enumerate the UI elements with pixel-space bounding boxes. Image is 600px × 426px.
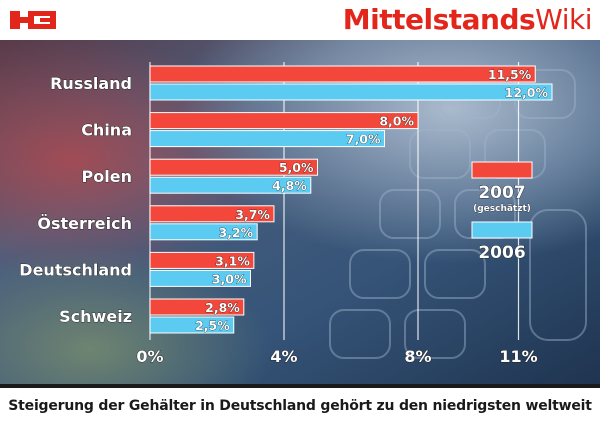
bar-value-label: 3,2% (219, 225, 254, 240)
logo-icon (10, 11, 56, 29)
bar-value-label: 2,5% (195, 318, 230, 333)
bar-2007-china (149, 112, 419, 130)
bar-2006-polen (149, 176, 312, 194)
bar-2006-russland (149, 83, 553, 101)
bar-2007-österreich (149, 205, 275, 223)
x-tick-label: 4% (270, 347, 297, 366)
header: MittelstandsWiki (0, 0, 600, 40)
brand-part-1: Mittelstands (342, 3, 536, 36)
legend-label-2006: 2006 (478, 243, 525, 263)
grid-lines (149, 62, 520, 340)
bar-2007-russland (149, 65, 536, 83)
bar-value-label: 4,8% (272, 178, 307, 193)
legend: 2007(geschätzt) 2006 (471, 161, 533, 263)
category-label: Österreich (37, 214, 132, 233)
bar-2006-österreich (149, 223, 258, 241)
bars: 11,5% 12,0% 8,0% 7,0% 5,0% 4,8%3,7% 3,2% 3,1% 3,… (149, 65, 553, 334)
legend-label-2007: 2007 (478, 183, 525, 203)
category-label: Russland (50, 74, 132, 93)
x-tick-label: 11% (499, 347, 537, 366)
bar-2006-deutschland (149, 269, 251, 287)
category-label: Schweiz (59, 307, 132, 326)
x-tick-label: 8% (404, 347, 431, 366)
legend-swatch-2006 (471, 221, 533, 239)
category-labels: Russland China Polen Österreich Deutschland S… (19, 74, 133, 327)
bar-value-label: 5,0% (279, 160, 314, 175)
footer-caption: Steigerung der Gehälter in Deutschland g… (8, 398, 592, 414)
bar-2007-polen (149, 158, 318, 176)
category-label: Polen (82, 167, 132, 186)
bar-2007-schweiz (149, 298, 245, 316)
footer: Steigerung der Gehälter in Deutschland g… (0, 384, 600, 426)
legend-note-2007: (geschätzt) (473, 204, 531, 214)
bar-value-label: 2,8% (205, 300, 240, 315)
brand-part-2: Wiki (535, 3, 592, 36)
plot-area: 11,5% 12,0% 8,0% 7,0% 5,0% 4,8% 3,7% 3,2% 3,1% 3,… (0, 40, 600, 384)
bar-value-label: 3,1% (215, 253, 250, 268)
bar-chart: 11,5% 12,0% 8,0% 7,0% 5,0% 4,8%3,7% 3,2% 3,1% 3,… (0, 40, 600, 384)
category-label: Deutschland (19, 260, 132, 279)
bar-2006-china (149, 130, 385, 148)
bar-value-label: 8,0% (379, 114, 414, 129)
legend-swatch-2007 (471, 161, 533, 179)
bar-value-label: 7,0% (346, 132, 381, 147)
bar-2006-schweiz (149, 316, 235, 334)
category-label: China (81, 121, 132, 140)
bar-2007-deutschland (149, 251, 255, 269)
brand-title: MittelstandsWiki (342, 3, 593, 36)
bar-value-label: 3,7% (235, 207, 270, 222)
bar-value-label: 3,0% (212, 271, 247, 286)
bar-value-label: 12,0% (505, 85, 549, 100)
x-axis-ticks: 0% 4% 8% 11% (136, 347, 538, 367)
bar-value-label: 11,5% (488, 67, 532, 82)
x-tick-label: 0% (136, 347, 163, 366)
